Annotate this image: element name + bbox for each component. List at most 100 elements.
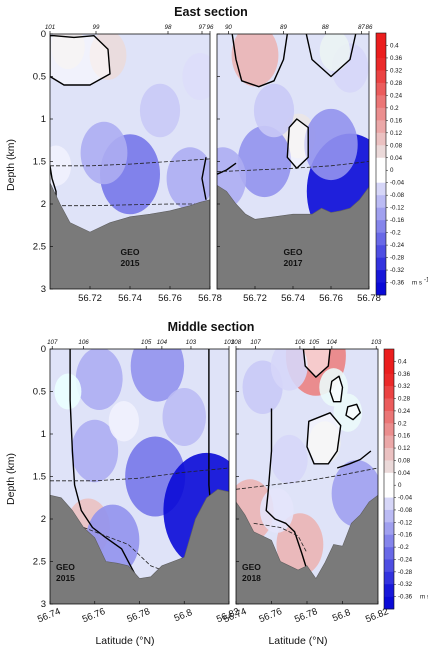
colorbar-segment	[384, 361, 394, 375]
velocity-field	[217, 34, 369, 289]
colorbar-segment	[376, 45, 386, 59]
colorbar-tick-label: 0.36	[390, 55, 403, 62]
velocity-core	[270, 349, 308, 391]
velocity-core	[253, 83, 295, 138]
x-tick-label: 56.72	[78, 293, 102, 304]
colorbar-segment	[384, 448, 394, 461]
colorbar-segment	[384, 534, 394, 548]
station-label: 99	[93, 24, 100, 31]
colorbar-tick-label: 0.32	[390, 67, 403, 74]
y-tick-label: 1	[41, 114, 46, 125]
station-label: 107	[250, 339, 261, 346]
colorbar-tick-label: -0.16	[390, 217, 405, 224]
velocity-core	[162, 388, 206, 446]
colorbar-frame	[375, 32, 387, 296]
station-label: 103	[371, 339, 382, 346]
colorbar-segment	[376, 95, 386, 109]
velocity-core	[319, 34, 350, 72]
colorbar-unit: m s	[420, 594, 428, 601]
x-tick-label: 56.76	[81, 606, 107, 625]
colorbar-tick-label: 0.28	[390, 80, 403, 87]
colorbar-tick-label: 0.2	[398, 420, 407, 427]
colorbar-tick-label: -0.2	[398, 544, 409, 551]
colorbar-tick-label: 0.12	[390, 130, 403, 137]
colorbar-segment	[384, 472, 394, 486]
panel-label: GEO	[121, 247, 140, 257]
zero-contour	[336, 450, 372, 469]
station-label: 97	[199, 24, 206, 31]
colorbar-segment	[376, 257, 386, 271]
colorbar-tick-label: 0.04	[398, 470, 411, 477]
colorbar-segment	[376, 107, 386, 121]
colorbar-segment	[376, 132, 386, 146]
y-tick-label: 1	[41, 429, 46, 440]
x-tick-label: 56.72	[243, 293, 267, 304]
colorbar-tick-label: -0.36	[398, 594, 413, 601]
station-label: 105	[309, 339, 320, 346]
station-label: 90	[225, 24, 232, 31]
velocity-core	[231, 34, 279, 87]
zero-contour	[69, 349, 136, 575]
colorbar-segment	[376, 195, 386, 208]
colorbar-tick-label: 0	[390, 167, 394, 174]
latitude-axis-label-left: Latitude (°N)	[95, 635, 154, 647]
x-tick-label: 56.8	[173, 607, 194, 624]
zero-contour	[50, 35, 111, 86]
station-label: 108	[231, 339, 242, 346]
colorbar-tick-label: -0.12	[390, 205, 405, 212]
colorbar-segment	[376, 70, 386, 84]
colorbar-tick-label: 0.16	[390, 117, 403, 124]
station-label: 104	[327, 339, 338, 346]
x-tick-label: 56.74	[118, 293, 142, 304]
x-tick-label: 56.76	[319, 293, 343, 304]
panel-label: GEO	[56, 562, 75, 572]
y-tick-label: 0.5	[33, 72, 46, 83]
y-tick-label: 2.5	[33, 557, 46, 568]
zero-contour	[286, 118, 309, 169]
colorbar-tick-label: 0.04	[390, 155, 403, 162]
station-label: 105	[141, 339, 152, 346]
latitude-axis-label-right: Latitude (°N)	[268, 635, 327, 647]
colorbar-middle: 0.4 0.36 0.32 0.28 0.24 0.2 0.16 0.12 0.08 0.04 0 -…	[383, 348, 428, 610]
colorbar-tick-label: -0.32	[390, 267, 405, 274]
x-tick-label: 56.74	[222, 606, 248, 625]
colorbar-tick-label: -0.08	[398, 507, 413, 514]
velocity-core	[54, 373, 82, 410]
colorbar-frame	[383, 348, 395, 610]
velocity-core	[71, 419, 119, 483]
velocity-core	[276, 513, 324, 576]
station-label: 104	[157, 339, 168, 346]
colorbar-segment	[384, 398, 394, 412]
panel-label: 2015	[56, 573, 75, 583]
colorbar-segment	[384, 460, 394, 474]
colorbar-segment	[376, 170, 386, 184]
station-label: 88	[322, 24, 329, 31]
colorbar-tick-label: 0.12	[398, 445, 411, 452]
panel-label: 2018	[242, 573, 261, 583]
colorbar-tick-label: -0.2	[390, 230, 401, 237]
colorbar-tick-label: 0.16	[398, 433, 411, 440]
isopycnal-line	[50, 158, 210, 167]
velocity-core	[139, 83, 181, 138]
y-tick-label: 0.5	[33, 387, 46, 398]
station-label: 89	[280, 24, 287, 31]
velocity-core	[75, 349, 123, 410]
colorbar-tick-label: -0.24	[390, 242, 405, 249]
colorbar-segment	[376, 232, 386, 246]
station-label: 98	[165, 24, 172, 31]
zero-contour	[217, 162, 237, 175]
colorbar-segment	[376, 120, 386, 134]
zero-contour	[305, 34, 357, 78]
colorbar-segment	[376, 157, 386, 171]
colorbar-segment	[376, 270, 386, 283]
colorbar-unit: m s	[412, 280, 422, 287]
colorbar-east: 0.4 0.36 0.32 0.28 0.24 0.2 0.16 0.12 0.08 0.04 0 -…	[375, 32, 428, 296]
y-tick-label: 0	[41, 29, 46, 40]
zero-contour	[201, 157, 207, 200]
station-label: 87	[358, 24, 365, 31]
zero-contour	[345, 403, 361, 421]
station-label: 101	[45, 24, 55, 31]
